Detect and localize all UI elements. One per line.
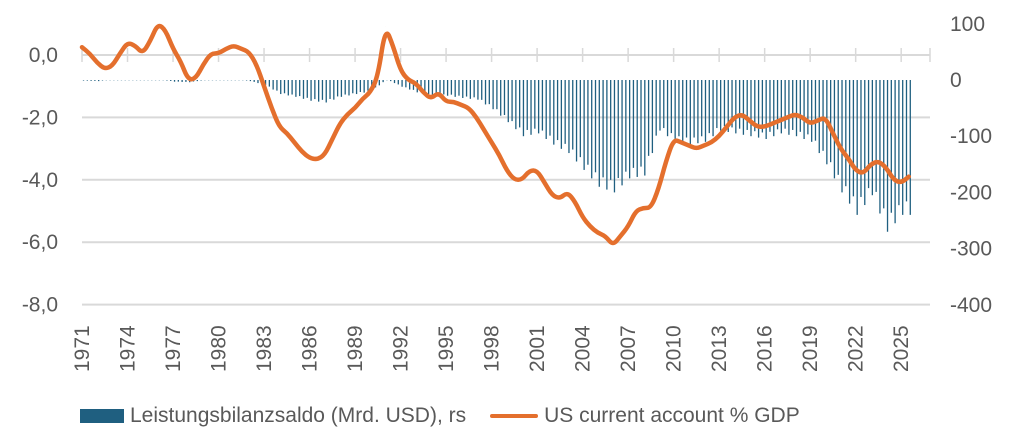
x-axis-tick-label: 2025 bbox=[890, 325, 913, 372]
x-axis-tick-label: 1971 bbox=[71, 325, 94, 372]
x-axis-tick-label: 2022 bbox=[845, 325, 868, 372]
gridlines bbox=[82, 54, 930, 306]
left-axis-tick-label: -4,0 bbox=[22, 169, 58, 192]
x-axis-tick-label: 1989 bbox=[344, 325, 367, 372]
x-axis-tick-label: 1998 bbox=[481, 325, 504, 372]
left-axis-tick-label: -2,0 bbox=[22, 106, 58, 129]
x-axis-tick-label: 2019 bbox=[799, 325, 822, 372]
x-axis-tick-label: 2010 bbox=[663, 325, 686, 372]
x-axis-labels: 1971 1974 1977 1980 1983 1986 1989 1992 1995 1998… bbox=[71, 325, 913, 372]
right-axis-tick-label: -200 bbox=[950, 181, 992, 204]
right-axis: 100 0 -100 -200 -300 -400 bbox=[950, 13, 992, 317]
left-axis: 0,0 -2,0 -4,0 -6,0 -8,0 bbox=[22, 44, 58, 317]
x-axis-tick-label: 2013 bbox=[708, 325, 731, 372]
legend-bar-label: Leistungsbilanzsaldo (Mrd. USD), rs bbox=[130, 404, 467, 427]
chart-canvas: 0,0 -2,0 -4,0 -6,0 -8,0 100 0 -100 -200 -300 -400… bbox=[22, 13, 992, 372]
x-axis-tick-label: 1986 bbox=[299, 325, 322, 372]
legend: Leistungsbilanzsaldo (Mrd. USD), rs US c… bbox=[80, 404, 800, 428]
right-axis-tick-label: -100 bbox=[950, 125, 992, 148]
legend-line-swatch bbox=[490, 414, 539, 418]
x-axis-tick-label: 1974 bbox=[117, 325, 140, 372]
left-axis-tick-label: -8,0 bbox=[22, 294, 58, 317]
x-axis-tick-label: 1992 bbox=[390, 325, 413, 372]
right-axis-tick-label: -400 bbox=[950, 294, 992, 317]
right-axis-tick-label: 100 bbox=[950, 13, 985, 36]
x-axis-tick-label: 1980 bbox=[208, 325, 231, 372]
line-series bbox=[79, 23, 912, 246]
x-axis-tick-label: 1983 bbox=[253, 325, 276, 372]
left-axis-tick-label: -6,0 bbox=[22, 231, 58, 254]
x-axis-tick-label: 2004 bbox=[572, 325, 595, 372]
x-axis-tick-label: 1977 bbox=[162, 325, 185, 372]
x-axis-tick-label: 1995 bbox=[435, 325, 458, 372]
x-axis-tick-label: 2001 bbox=[526, 325, 549, 372]
bar-series bbox=[82, 80, 911, 232]
line-path bbox=[79, 23, 912, 246]
legend-line-label: US current account % GDP bbox=[544, 404, 800, 427]
legend-bar-swatch bbox=[80, 409, 124, 423]
x-axis-tick-label: 2016 bbox=[754, 325, 777, 372]
x-axis-ticks bbox=[81, 48, 931, 62]
x-axis-tick-label: 2007 bbox=[617, 325, 640, 372]
left-axis-tick-label: 0,0 bbox=[29, 44, 58, 67]
right-axis-tick-label: -300 bbox=[950, 238, 992, 261]
right-axis-tick-label: 0 bbox=[950, 69, 962, 92]
